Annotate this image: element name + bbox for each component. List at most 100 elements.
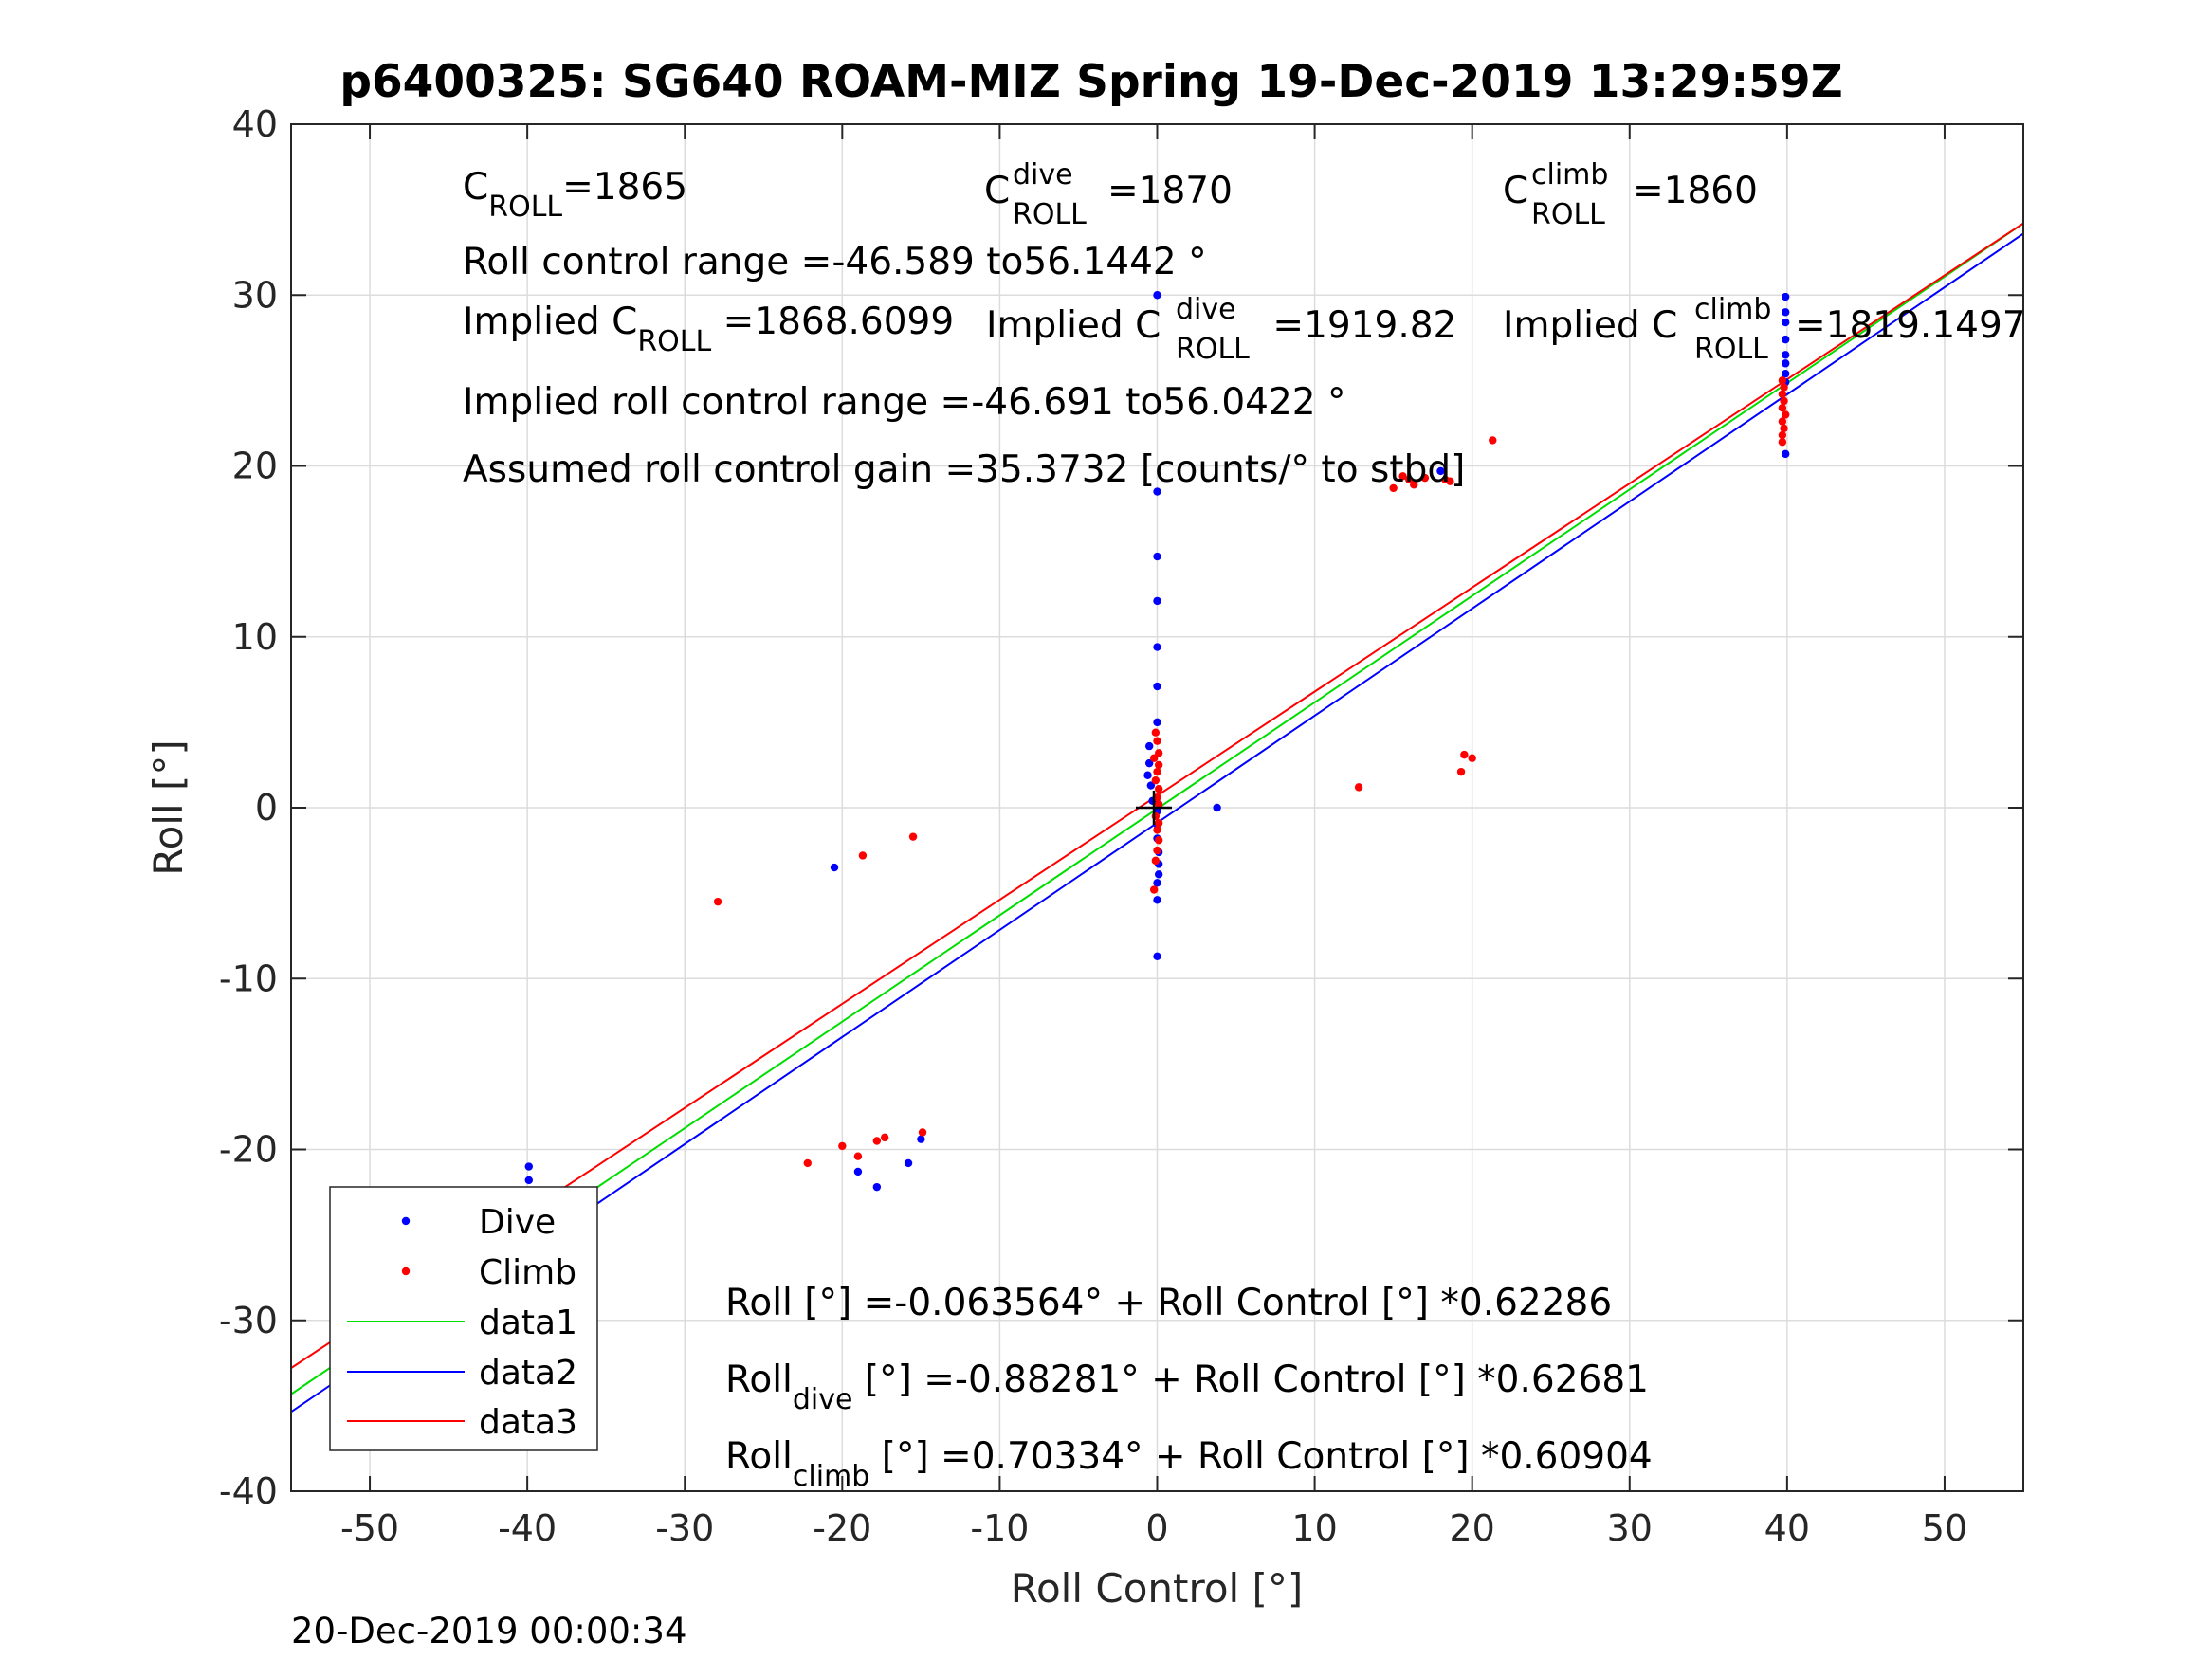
x-tick-label: -40	[498, 1507, 557, 1549]
legend-label: Climb	[479, 1253, 576, 1292]
y-tick-label: 40	[232, 103, 278, 145]
y-tick-label: -20	[219, 1129, 278, 1171]
point-dive	[1782, 369, 1790, 378]
gain-annotation: Assumed roll control gain =35.3732 [coun…	[463, 448, 1465, 491]
point-climb	[1149, 885, 1159, 894]
point-dive	[1144, 741, 1154, 751]
legend-label: Dive	[479, 1203, 556, 1242]
point-dive	[1782, 335, 1790, 344]
x-tick-label: -10	[970, 1507, 1029, 1549]
y-tick-label: 20	[232, 446, 278, 487]
point-dive	[1154, 870, 1163, 879]
c-roll-dive-annotation: Cdive ROLL=1870	[984, 158, 1233, 231]
fit-climb-annotation: Rollclimb [°] =0.70334° + Roll Control […	[725, 1435, 1653, 1493]
point-climb	[1778, 417, 1787, 426]
point-dive	[1153, 682, 1161, 691]
point-climb	[880, 1133, 889, 1142]
point-climb	[1420, 473, 1430, 483]
point-climb	[1154, 819, 1163, 828]
point-climb	[908, 832, 918, 841]
point-climb	[1405, 475, 1414, 484]
point-climb	[1778, 404, 1787, 412]
point-climb	[1468, 754, 1476, 762]
point-climb	[1153, 793, 1161, 802]
point-climb	[713, 897, 722, 906]
fit-all-annotation: Roll [°] =-0.063564° + Roll Control [°] …	[725, 1282, 1612, 1324]
implied-c-roll-annotation: Implied CROLL =1868.6099	[463, 301, 954, 358]
point-climb	[803, 1158, 812, 1168]
point-climb	[1778, 430, 1787, 440]
point-dive	[1153, 487, 1161, 496]
point-dive	[1782, 308, 1790, 317]
point-dive	[853, 1167, 863, 1176]
point-dive	[1153, 718, 1161, 727]
y-tick-label: 0	[255, 787, 278, 829]
point-dive	[1436, 466, 1445, 476]
point-climb	[1354, 783, 1363, 792]
legend: Dive Climb data1 data2 data3	[329, 1186, 598, 1451]
point-dive	[1782, 449, 1790, 459]
legend-label: data2	[479, 1354, 577, 1393]
x-tick-label: -30	[655, 1507, 714, 1549]
point-climb	[1778, 376, 1787, 385]
point-climb	[1780, 383, 1788, 392]
legend-label: data3	[479, 1403, 577, 1442]
point-climb	[1398, 472, 1407, 481]
point-dive	[904, 1158, 913, 1168]
point-dive	[1153, 291, 1161, 300]
point-dive	[524, 1176, 533, 1185]
legend-marker-climb	[401, 1267, 411, 1276]
x-tick-label: 20	[1450, 1507, 1495, 1549]
point-climb	[1151, 856, 1161, 866]
y-tick-label: 10	[232, 616, 278, 658]
point-dive	[1153, 952, 1161, 961]
y-tick-label: -40	[219, 1470, 278, 1512]
point-dive	[1213, 803, 1221, 812]
point-climb	[1153, 767, 1161, 776]
point-dive	[1782, 351, 1790, 359]
point-climb	[1154, 836, 1163, 845]
y-axis-label: Roll [°]	[145, 739, 192, 875]
point-climb	[1151, 728, 1161, 737]
point-dive	[1153, 596, 1161, 606]
legend-marker-dive	[401, 1216, 411, 1226]
tick-labels: -50 -40 -30 -20 -10 0 10 20 30 40 50 -40 -30 -20 -10 0 1…	[219, 103, 1967, 1549]
x-axis-label: Roll Control [°]	[1011, 1565, 1304, 1612]
point-climb	[1153, 826, 1161, 834]
point-dive	[872, 1182, 882, 1192]
point-climb	[1778, 438, 1787, 447]
x-tick-label: -20	[813, 1507, 871, 1549]
point-climb	[853, 1152, 863, 1160]
point-climb	[838, 1141, 847, 1151]
point-climb	[1154, 760, 1163, 770]
x-tick-label: 0	[1145, 1507, 1168, 1549]
y-tick-label: -30	[219, 1300, 278, 1341]
y-tick-label: 30	[232, 274, 278, 316]
point-dive	[1782, 318, 1790, 327]
y-tick-label: -10	[219, 957, 278, 999]
fit-dive-annotation: Rolldive [°] =-0.88281° + Roll Control […	[725, 1358, 1649, 1416]
point-climb	[1153, 846, 1161, 855]
point-climb	[1410, 481, 1418, 489]
point-dive	[1153, 643, 1161, 651]
point-climb	[858, 851, 868, 860]
point-climb	[1456, 767, 1466, 776]
point-climb	[1782, 410, 1790, 419]
point-climb	[1154, 800, 1163, 809]
point-dive	[917, 1135, 925, 1143]
point-dive	[830, 863, 839, 872]
point-dive	[1153, 879, 1161, 887]
c-roll-annotation: CROLL=1865	[463, 166, 687, 224]
roll-range-annotation: Roll control range =-46.589 to56.1442 °	[463, 241, 1207, 283]
point-climb	[1460, 750, 1469, 759]
point-climb	[1154, 749, 1163, 757]
point-dive	[1153, 896, 1161, 904]
point-climb	[872, 1137, 882, 1145]
implied-range-annotation: Implied roll control range =-46.691 to56…	[463, 381, 1346, 424]
point-climb	[1151, 775, 1161, 785]
legend-box	[329, 1186, 598, 1451]
point-dive	[1143, 771, 1152, 779]
point-dive	[1782, 292, 1790, 301]
